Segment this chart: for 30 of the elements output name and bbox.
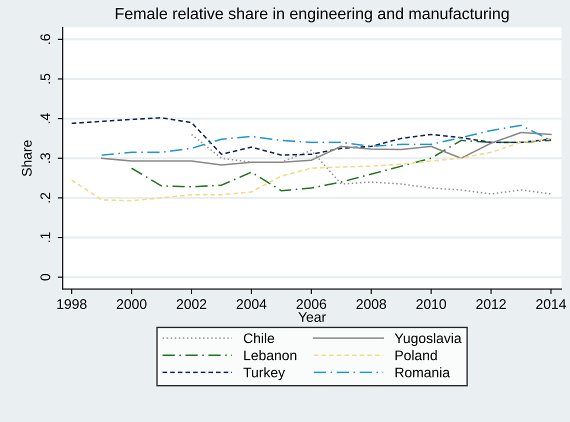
chart-title: Female relative share in engineering and manufacturing: [116, 8, 509, 22]
x-tick-label: 1998: [57, 299, 87, 309]
legend-label: Lebanon: [244, 350, 296, 360]
legend-label: Yugoslavia: [394, 332, 462, 346]
y-tick-label: 0: [40, 274, 50, 280]
line-series: [190, 134, 552, 195]
y-tick-label: .5: [40, 74, 50, 84]
line-series: [100, 132, 552, 166]
x-tick-label: 2010: [416, 299, 446, 309]
x-axis-title: Year: [298, 312, 326, 322]
line-series: [70, 117, 552, 156]
x-tick-label: 2012: [476, 299, 506, 309]
line-series: [130, 140, 552, 192]
y-tick-label: .3: [40, 153, 50, 163]
x-tick-label: 2000: [116, 299, 147, 309]
y-tick-label: .2: [40, 192, 50, 202]
x-tick-label: 2004: [236, 299, 266, 309]
x-tick-label: 2006: [296, 299, 326, 309]
legend-label: Chile: [244, 332, 274, 344]
x-tick-label: 2002: [176, 299, 206, 309]
y-tick-label: .1: [40, 232, 50, 242]
legend-label: Poland: [396, 350, 437, 360]
line-series: [70, 138, 552, 202]
y-tick-label: .6: [40, 34, 50, 44]
x-tick-label: 2014: [536, 299, 566, 309]
x-tick-label: 2008: [356, 299, 386, 309]
legend-label: Romania: [396, 367, 450, 378]
y-axis-title: Share: [22, 140, 32, 176]
legend-label: Turkey: [243, 367, 286, 380]
y-tick-label: .4: [40, 113, 50, 124]
